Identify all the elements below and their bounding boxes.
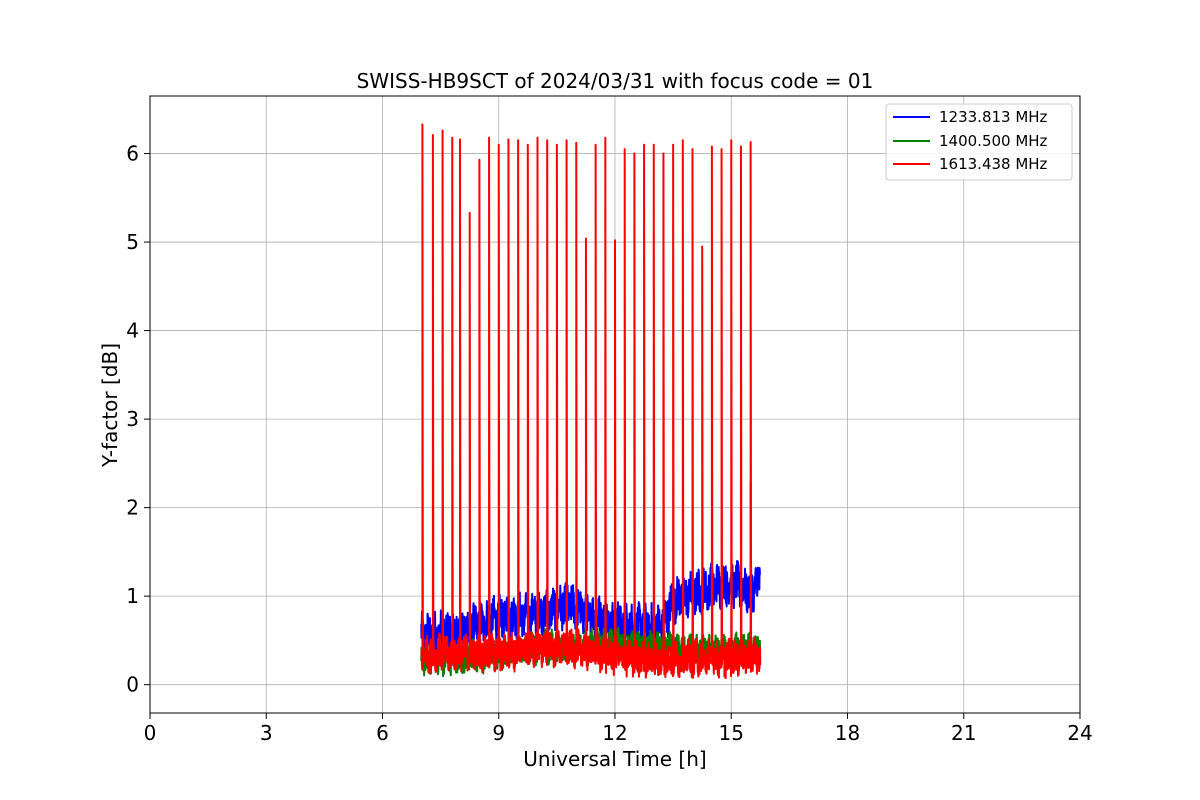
plot-area xyxy=(420,123,762,680)
x-tick-label: 6 xyxy=(376,721,389,745)
x-tick-label: 24 xyxy=(1067,721,1092,745)
series-line-3 xyxy=(420,123,762,680)
x-tick-label: 9 xyxy=(492,721,505,745)
y-tick-label: 0 xyxy=(126,673,139,697)
chart-title: SWISS-HB9SCT of 2024/03/31 with focus co… xyxy=(357,69,874,93)
y-tick-label: 6 xyxy=(126,142,139,166)
x-tick-label: 3 xyxy=(260,721,273,745)
x-tick-label: 15 xyxy=(719,721,744,745)
y-tick-label: 1 xyxy=(126,584,139,608)
x-tick-label: 21 xyxy=(951,721,976,745)
legend-label-series-2: 1400.500 MHz xyxy=(939,132,1048,150)
y-axis-label: Y-factor [dB] xyxy=(98,343,122,468)
legend-box xyxy=(885,103,1073,181)
y-tick-label: 2 xyxy=(126,496,139,520)
x-axis: 0 3 6 9 12 15 18 21 24 xyxy=(144,713,1093,745)
y-axis: 0 1 2 3 4 5 6 xyxy=(126,142,150,697)
legend-label-series-1: 1233.813 MHz xyxy=(939,108,1048,126)
x-axis-label: Universal Time [h] xyxy=(523,747,706,771)
legend: 1233.813 MHz 1400.500 MHz 1613.438 MHz xyxy=(885,103,1073,181)
legend-label-series-3: 1613.438 MHz xyxy=(939,155,1048,173)
series-line-1 xyxy=(420,481,762,659)
y-tick-label: 3 xyxy=(126,407,139,431)
x-tick-label: 18 xyxy=(835,721,860,745)
y-tick-label: 4 xyxy=(126,319,139,343)
x-tick-label: 12 xyxy=(602,721,627,745)
y-tick-label: 5 xyxy=(126,230,139,254)
x-tick-label: 0 xyxy=(144,721,157,745)
